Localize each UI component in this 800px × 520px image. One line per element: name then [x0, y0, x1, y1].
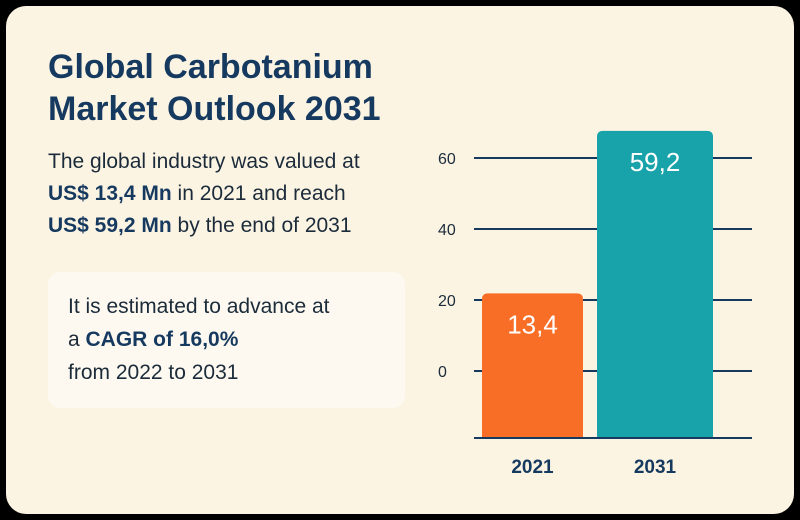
x-tick-label: 2021 — [511, 457, 554, 478]
y-tick-label: 20 — [438, 293, 456, 310]
bar-value-label: 59,2 — [630, 147, 681, 177]
title-line-1: Global Carbotanium — [48, 48, 373, 86]
cagr-value: CAGR of 16,0% — [85, 328, 239, 351]
summary-line-3: by the end of 2031 — [171, 214, 352, 237]
x-tick-label: 2031 — [634, 457, 677, 478]
bar-2031 — [597, 130, 713, 438]
page-title: Global Carbotanium Market Outlook 2031 — [48, 46, 438, 130]
cagr-text: It is estimated to advance at a CAGR of … — [68, 290, 398, 389]
cagr-line-3: from 2022 to 2031 — [68, 361, 239, 384]
value-2021: US$ 13,4 Mn — [48, 182, 172, 205]
market-summary: The global industry was valued at US$ 13… — [48, 146, 438, 242]
bar-2021 — [482, 293, 583, 438]
summary-line-2: in 2021 and reach — [171, 182, 346, 205]
y-tick-label: 40 — [438, 222, 456, 239]
value-2031: US$ 59,2 Mn — [48, 214, 172, 237]
cagr-callout: It is estimated to advance at a CAGR of … — [48, 272, 405, 408]
summary-line-1: The global industry was valued at — [48, 150, 360, 173]
cagr-prefix: a — [68, 328, 86, 351]
cagr-line-1: It is estimated to advance at — [68, 295, 330, 318]
title-line-2: Market Outlook 2031 — [48, 90, 381, 128]
bar-value-label: 13,4 — [507, 309, 558, 339]
y-tick-label: 0 — [438, 364, 447, 381]
y-tick-label: 60 — [438, 151, 456, 168]
